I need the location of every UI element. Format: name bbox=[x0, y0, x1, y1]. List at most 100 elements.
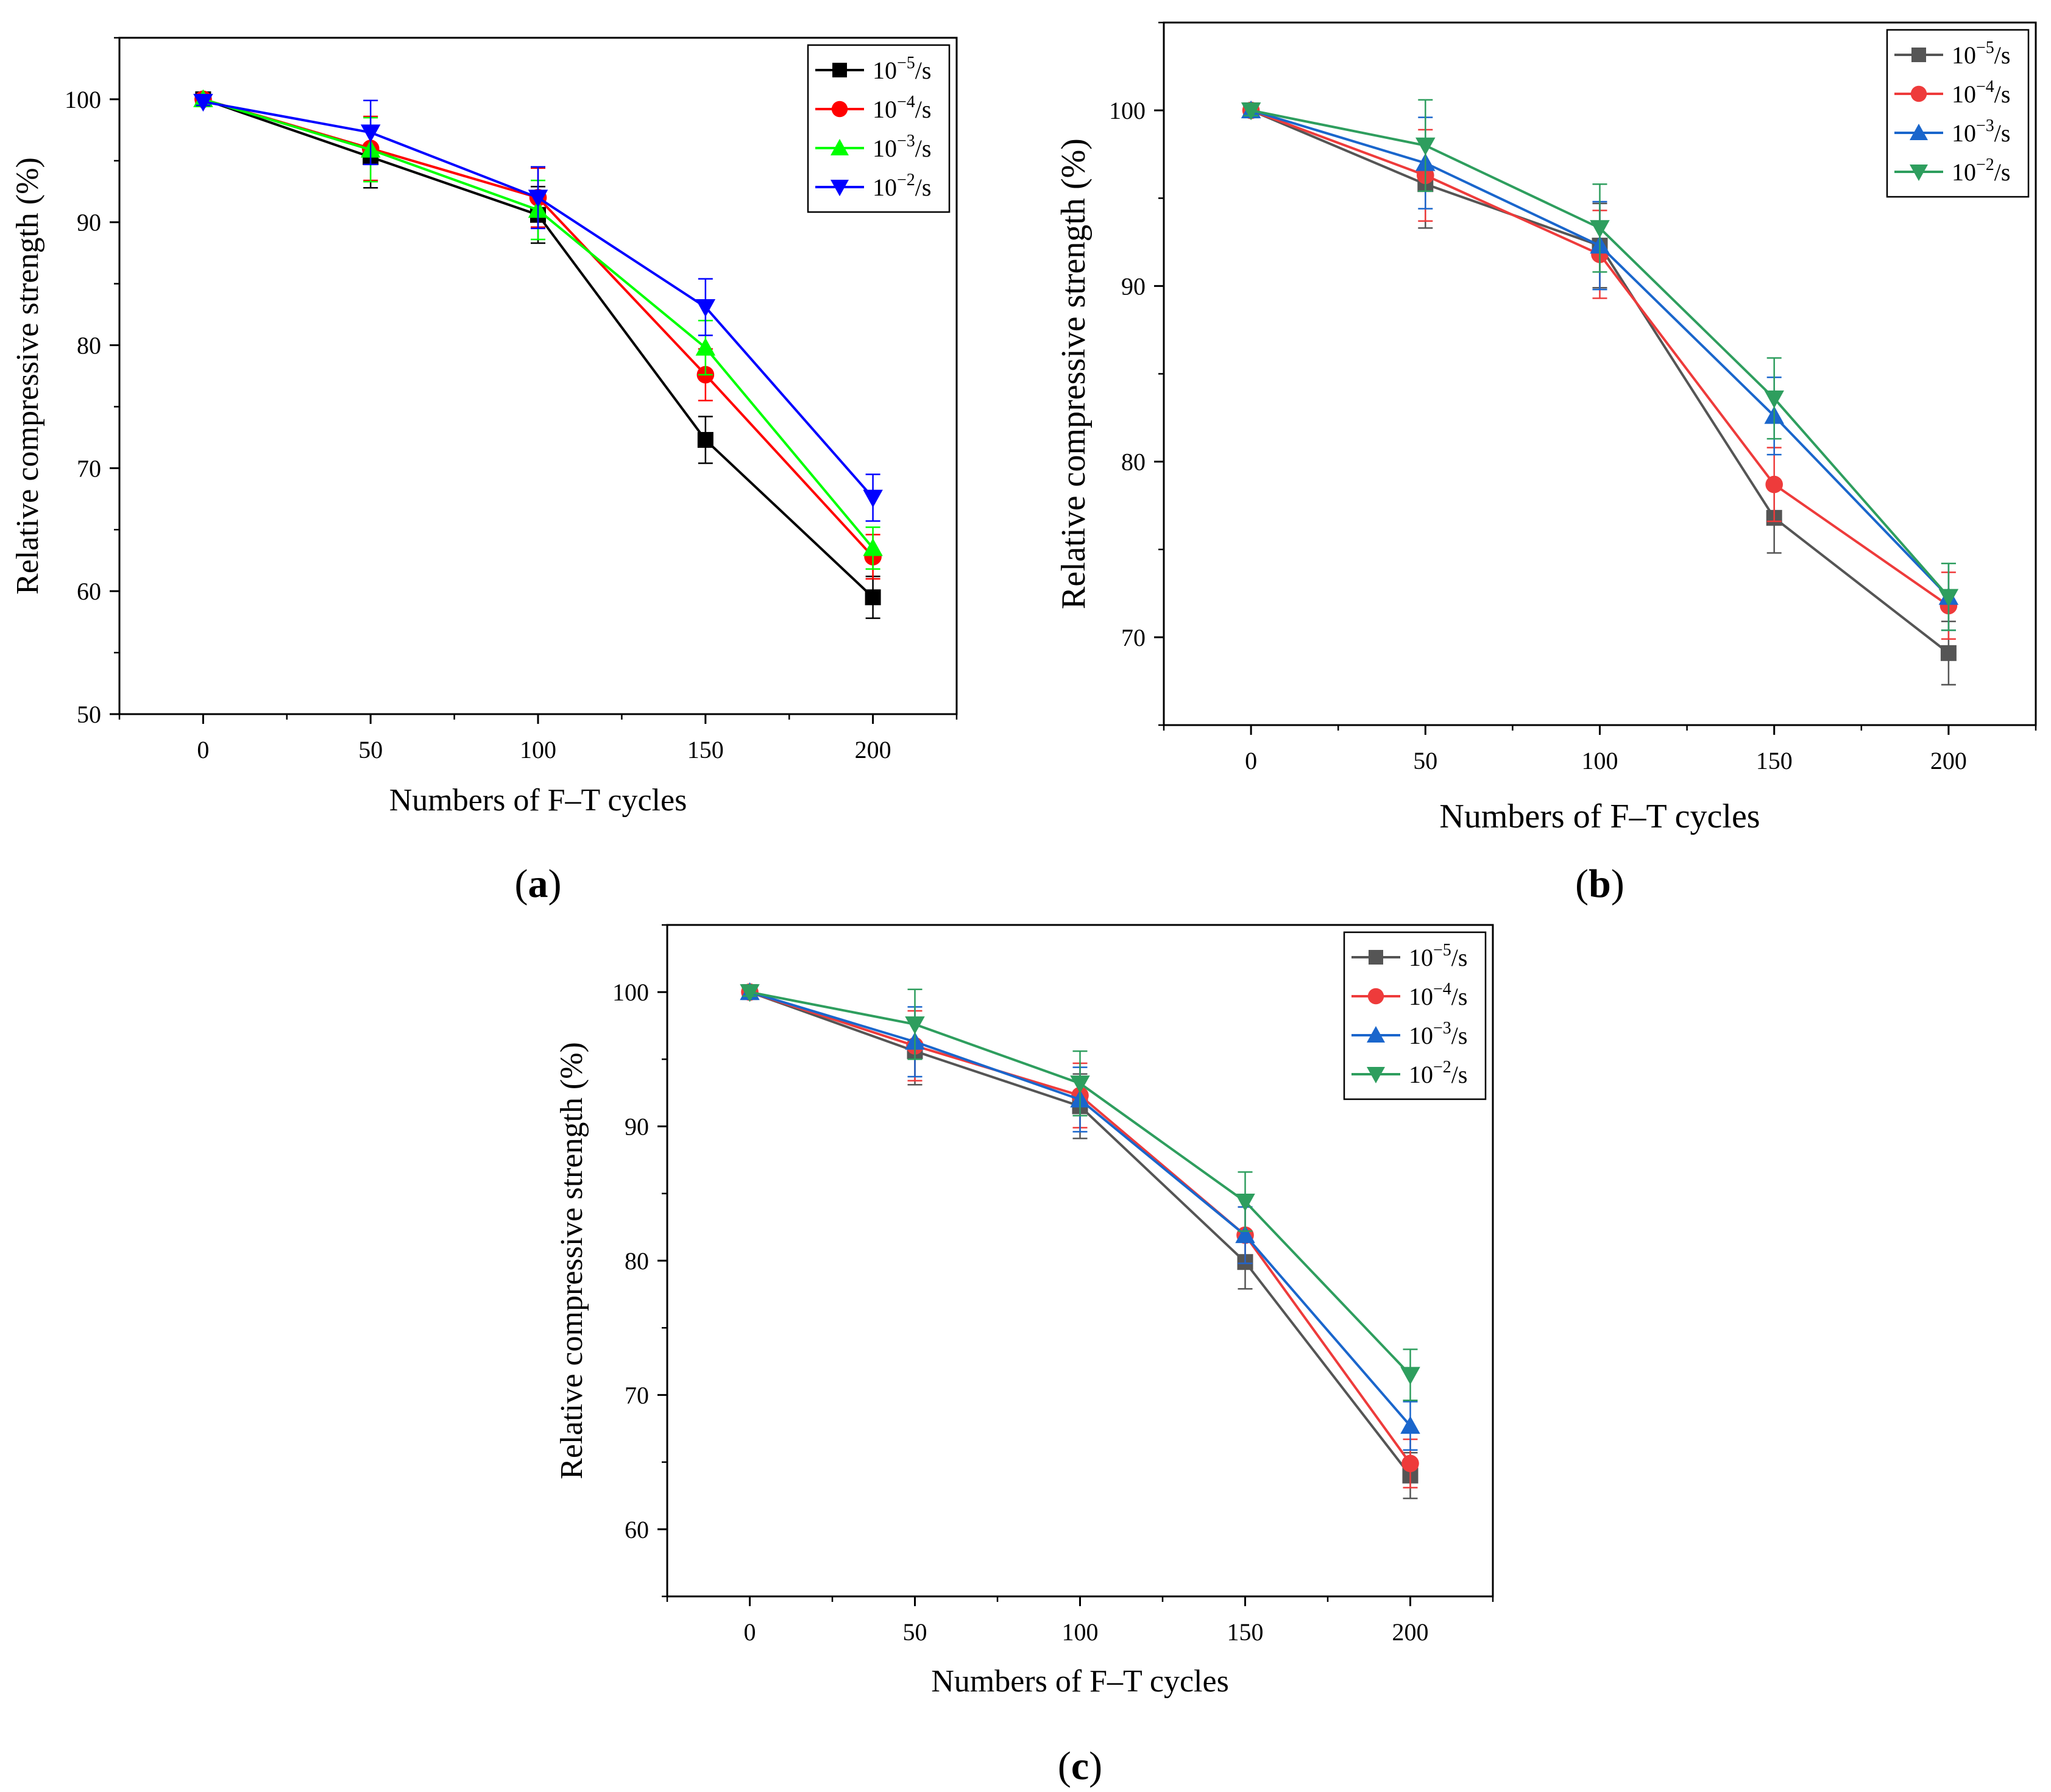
y-axis-label: Relative compressive strength (%) bbox=[1055, 138, 1093, 609]
x-tick-label: 200 bbox=[855, 736, 891, 763]
data-point bbox=[1400, 1367, 1420, 1385]
data-point bbox=[1235, 1225, 1255, 1244]
legend-entry: 10−3/s bbox=[1952, 116, 2010, 147]
panel-caption: (a) bbox=[515, 862, 562, 906]
x-tick-label: 50 bbox=[358, 736, 383, 763]
data-point bbox=[1241, 102, 1261, 121]
series-3 bbox=[1241, 99, 1959, 631]
y-tick-label: 80 bbox=[1121, 448, 1146, 476]
series-2 bbox=[1241, 100, 1959, 631]
data-point bbox=[697, 431, 714, 448]
data-point bbox=[905, 1016, 925, 1035]
y-tick-label: 100 bbox=[1109, 97, 1146, 124]
data-point bbox=[831, 101, 848, 118]
series-3 bbox=[193, 93, 883, 522]
data-point bbox=[831, 180, 849, 196]
y-axis-label: Relative compressive strength (%) bbox=[10, 157, 45, 595]
legend-box bbox=[1886, 29, 2030, 198]
data-point bbox=[193, 93, 213, 112]
y-tick-label: 90 bbox=[1121, 272, 1146, 300]
data-point bbox=[1938, 589, 1959, 607]
data-point bbox=[1910, 85, 1927, 102]
x-tick-label: 200 bbox=[1392, 1618, 1429, 1646]
y-tick-label: 80 bbox=[77, 332, 101, 359]
series-line bbox=[1250, 109, 1950, 598]
legend-entry: 10−5/s bbox=[873, 54, 931, 84]
series-1 bbox=[194, 90, 882, 580]
legend-box bbox=[1343, 931, 1487, 1100]
data-point bbox=[695, 338, 716, 356]
data-point bbox=[360, 124, 381, 143]
series-line bbox=[203, 100, 874, 499]
legend-entry: 10−3/s bbox=[873, 132, 931, 162]
data-point bbox=[528, 189, 548, 208]
data-point bbox=[1590, 220, 1610, 238]
data-point bbox=[1369, 950, 1383, 965]
panel-caption: (b) bbox=[1575, 862, 1624, 906]
x-axis-label: Numbers of F–T cycles bbox=[931, 1664, 1229, 1699]
data-point bbox=[1070, 1075, 1090, 1094]
x-tick-label: 0 bbox=[197, 736, 209, 763]
data-point bbox=[1765, 475, 1783, 494]
y-tick-label: 50 bbox=[77, 701, 101, 728]
y-tick-label: 100 bbox=[65, 86, 101, 113]
y-tick-label: 90 bbox=[77, 209, 101, 236]
data-point bbox=[1367, 988, 1384, 1005]
chart-panel-a: 0 50 100 150 200 50 60 70 80 90 100 Numbers of F–T … bbox=[10, 37, 958, 906]
legend-entry: 10−4/s bbox=[873, 93, 931, 123]
x-tick-label: 200 bbox=[1930, 747, 1967, 774]
legend-entry: 10−4/s bbox=[1952, 77, 2010, 108]
data-point bbox=[695, 299, 716, 317]
data-point bbox=[1910, 165, 1928, 181]
data-point bbox=[865, 589, 881, 606]
data-point bbox=[1764, 390, 1784, 409]
chart-panel-c: 0 50 100 150 200 60 70 80 90 100 Numbers of F–T cy… bbox=[554, 924, 1494, 1788]
x-tick-label: 100 bbox=[520, 736, 556, 763]
y-tick-label: 100 bbox=[612, 979, 649, 1006]
legend-entry: 10−4/s bbox=[1409, 980, 1467, 1010]
x-tick-label: 150 bbox=[1227, 1618, 1264, 1646]
chart-panel-b: 0 50 100 150 200 70 80 90 100 Numbers of F–T cycl… bbox=[1055, 21, 2037, 906]
data-point bbox=[1401, 1454, 1419, 1473]
x-tick-label: 50 bbox=[1413, 747, 1437, 774]
series-1 bbox=[1242, 101, 1958, 640]
x-tick-label: 100 bbox=[1062, 1618, 1099, 1646]
x-tick-label: 150 bbox=[1756, 747, 1793, 774]
series-3 bbox=[740, 984, 1420, 1401]
data-point bbox=[1235, 1194, 1255, 1212]
legend-entry: 10−5/s bbox=[1409, 941, 1467, 971]
y-tick-label: 70 bbox=[625, 1381, 649, 1409]
legend: 10−5/s 10−4/s 10−3/s 10−2/s bbox=[1886, 29, 2030, 198]
y-tick-label: 60 bbox=[625, 1516, 649, 1543]
data-point bbox=[863, 538, 883, 556]
x-axis-label: Numbers of F–T cycles bbox=[389, 783, 687, 818]
panel-caption: (c) bbox=[1058, 1744, 1102, 1788]
data-point bbox=[1415, 137, 1436, 156]
x-tick-label: 0 bbox=[744, 1618, 756, 1646]
data-point bbox=[863, 489, 883, 508]
y-tick-label: 80 bbox=[625, 1247, 649, 1275]
series-line bbox=[1250, 109, 1950, 598]
series-line bbox=[749, 991, 1411, 1376]
data-point bbox=[1367, 1026, 1385, 1043]
legend: 10−5/s 10−4/s 10−3/s 10−2/s bbox=[1343, 931, 1487, 1100]
legend-entry: 10−2/s bbox=[873, 171, 931, 201]
y-tick-label: 70 bbox=[77, 455, 101, 482]
series-2 bbox=[193, 89, 883, 570]
x-tick-label: 0 bbox=[1245, 747, 1257, 774]
data-point bbox=[1910, 124, 1928, 140]
data-point bbox=[740, 984, 760, 1002]
data-point bbox=[1367, 1067, 1385, 1083]
legend-entry: 10−2/s bbox=[1409, 1058, 1467, 1088]
legend-entry: 10−3/s bbox=[1409, 1019, 1467, 1049]
legend-entry: 10−2/s bbox=[1952, 155, 2010, 186]
legend-entry: 10−5/s bbox=[1952, 38, 2010, 69]
legend: 10−5/s 10−4/s 10−3/s 10−2/s bbox=[807, 44, 951, 213]
data-point bbox=[1400, 1415, 1420, 1434]
legend-box bbox=[807, 44, 951, 213]
x-tick-label: 50 bbox=[903, 1618, 927, 1646]
y-tick-label: 70 bbox=[1121, 624, 1146, 651]
y-tick-label: 90 bbox=[625, 1113, 649, 1141]
data-point bbox=[831, 139, 849, 155]
